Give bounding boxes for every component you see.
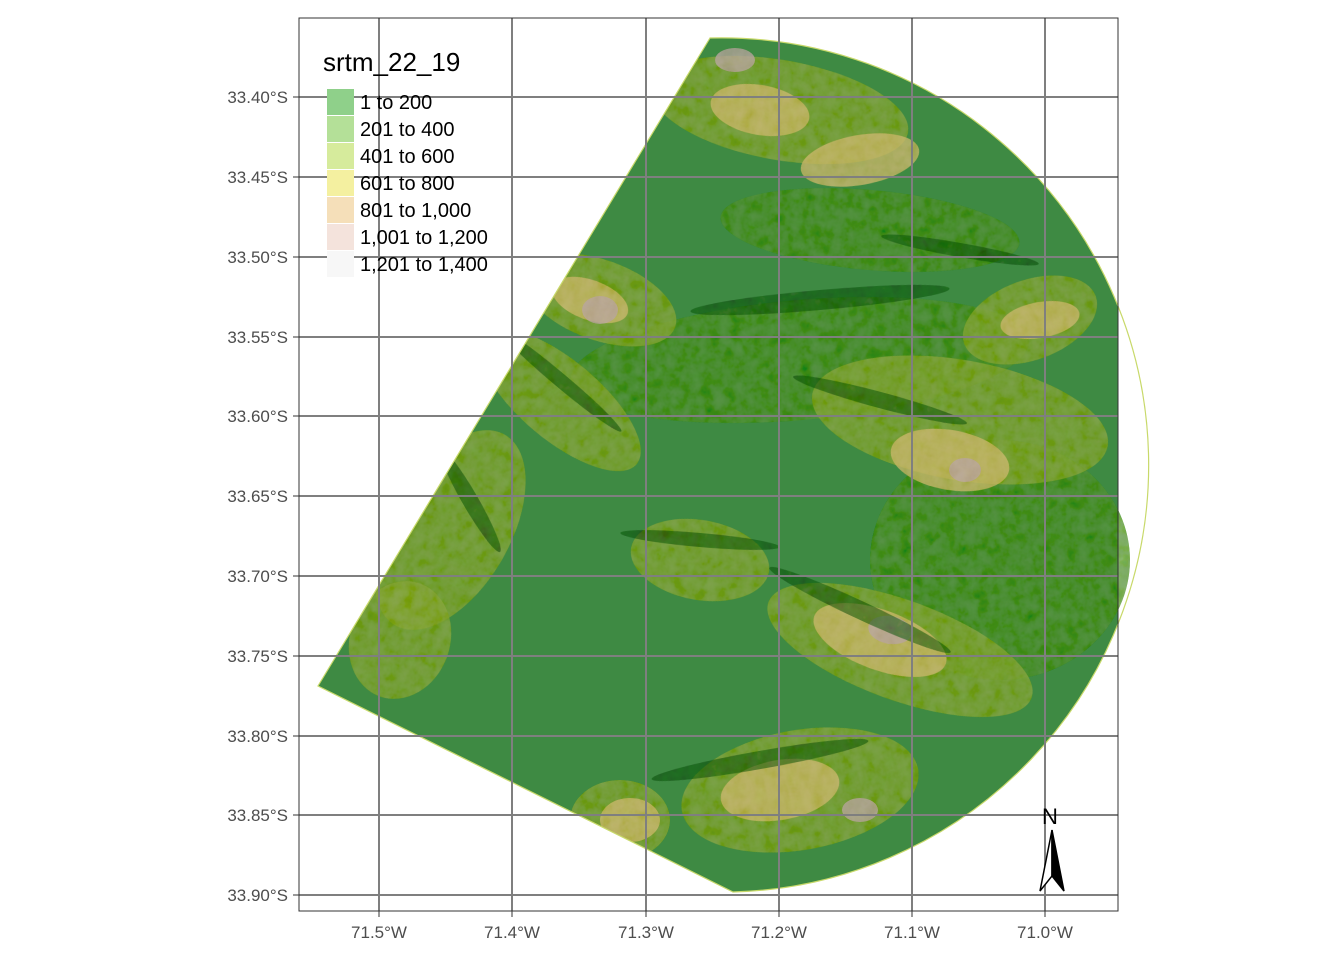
- x-tick-label: 71.1°W: [884, 923, 940, 942]
- terrain-patch: [715, 48, 755, 72]
- terrain-patch: [890, 428, 1010, 492]
- x-tick-label: 71.2°W: [751, 923, 807, 942]
- y-tick-label: 33.80°S: [227, 727, 288, 746]
- hillshade-streak: [793, 375, 967, 425]
- x-tick-label: 71.5°W: [351, 923, 407, 942]
- hillshade-streak: [439, 447, 501, 553]
- legend-label: 401 to 600: [360, 146, 455, 168]
- x-tick-label: 71.0°W: [1017, 923, 1073, 942]
- legend-label: 1 to 200: [360, 92, 432, 114]
- x-axis: 71.5°W 71.4°W 71.3°W 71.2°W 71.1°W 71.0°W: [351, 911, 1073, 942]
- legend-label: 1,001 to 1,200: [360, 227, 488, 249]
- legend: srtm_22_19 1 to 200 201 to 400 401 to 600 6…: [323, 47, 488, 277]
- x-tick-label: 71.4°W: [484, 923, 540, 942]
- hillshade-streak: [769, 566, 951, 654]
- panel-border: [298, 17, 1119, 912]
- legend-swatch: [327, 197, 354, 223]
- legend-swatch: [327, 143, 354, 169]
- hillshade-streak: [690, 284, 950, 316]
- terrain-patch: [800, 133, 920, 187]
- legend-swatch: [327, 224, 354, 250]
- legend-swatch: [327, 170, 354, 196]
- y-tick-label: 33.50°S: [227, 248, 288, 267]
- terrain-patch: [1000, 300, 1080, 340]
- y-tick-label: 33.55°S: [227, 328, 288, 347]
- legend-label: 201 to 400: [360, 119, 455, 141]
- raster-extent: [317, 37, 1150, 893]
- north-arrow: N: [1039, 804, 1065, 892]
- y-tick-label: 33.65°S: [227, 487, 288, 506]
- y-axis: 33.40°S 33.45°S 33.50°S 33.55°S 33.60°S 33.65…: [227, 88, 299, 905]
- legend-swatch: [327, 116, 354, 142]
- terrain-patch: [842, 798, 878, 822]
- legend-label: 1,201 to 1,400: [360, 254, 488, 276]
- legend-swatch: [327, 89, 354, 115]
- hillshade-streak: [498, 328, 622, 432]
- legend-title: srtm_22_19: [323, 47, 460, 77]
- y-tick-label: 33.45°S: [227, 168, 288, 187]
- y-tick-label: 33.40°S: [227, 88, 288, 107]
- x-tick-label: 71.3°W: [618, 923, 674, 942]
- y-tick-label: 33.90°S: [227, 886, 288, 905]
- terrain-patch: [479, 328, 641, 472]
- y-tick-label: 33.60°S: [227, 407, 288, 426]
- y-tick-label: 33.85°S: [227, 806, 288, 825]
- north-arrow-right-half: [1051, 829, 1065, 892]
- terrain-patch: [949, 458, 981, 482]
- north-arrow-label: N: [1042, 804, 1058, 829]
- legend-label: 801 to 1,000: [360, 200, 471, 222]
- terrain-patch: [348, 581, 452, 699]
- y-tick-label: 33.75°S: [227, 647, 288, 666]
- graticule: [299, 18, 1118, 911]
- terrain-patch: [582, 296, 618, 324]
- legend-label: 601 to 800: [360, 173, 455, 195]
- hillshade-streak: [620, 530, 780, 550]
- legend-swatch: [327, 251, 354, 277]
- y-tick-label: 33.70°S: [227, 567, 288, 586]
- hillshade-streak: [651, 738, 869, 782]
